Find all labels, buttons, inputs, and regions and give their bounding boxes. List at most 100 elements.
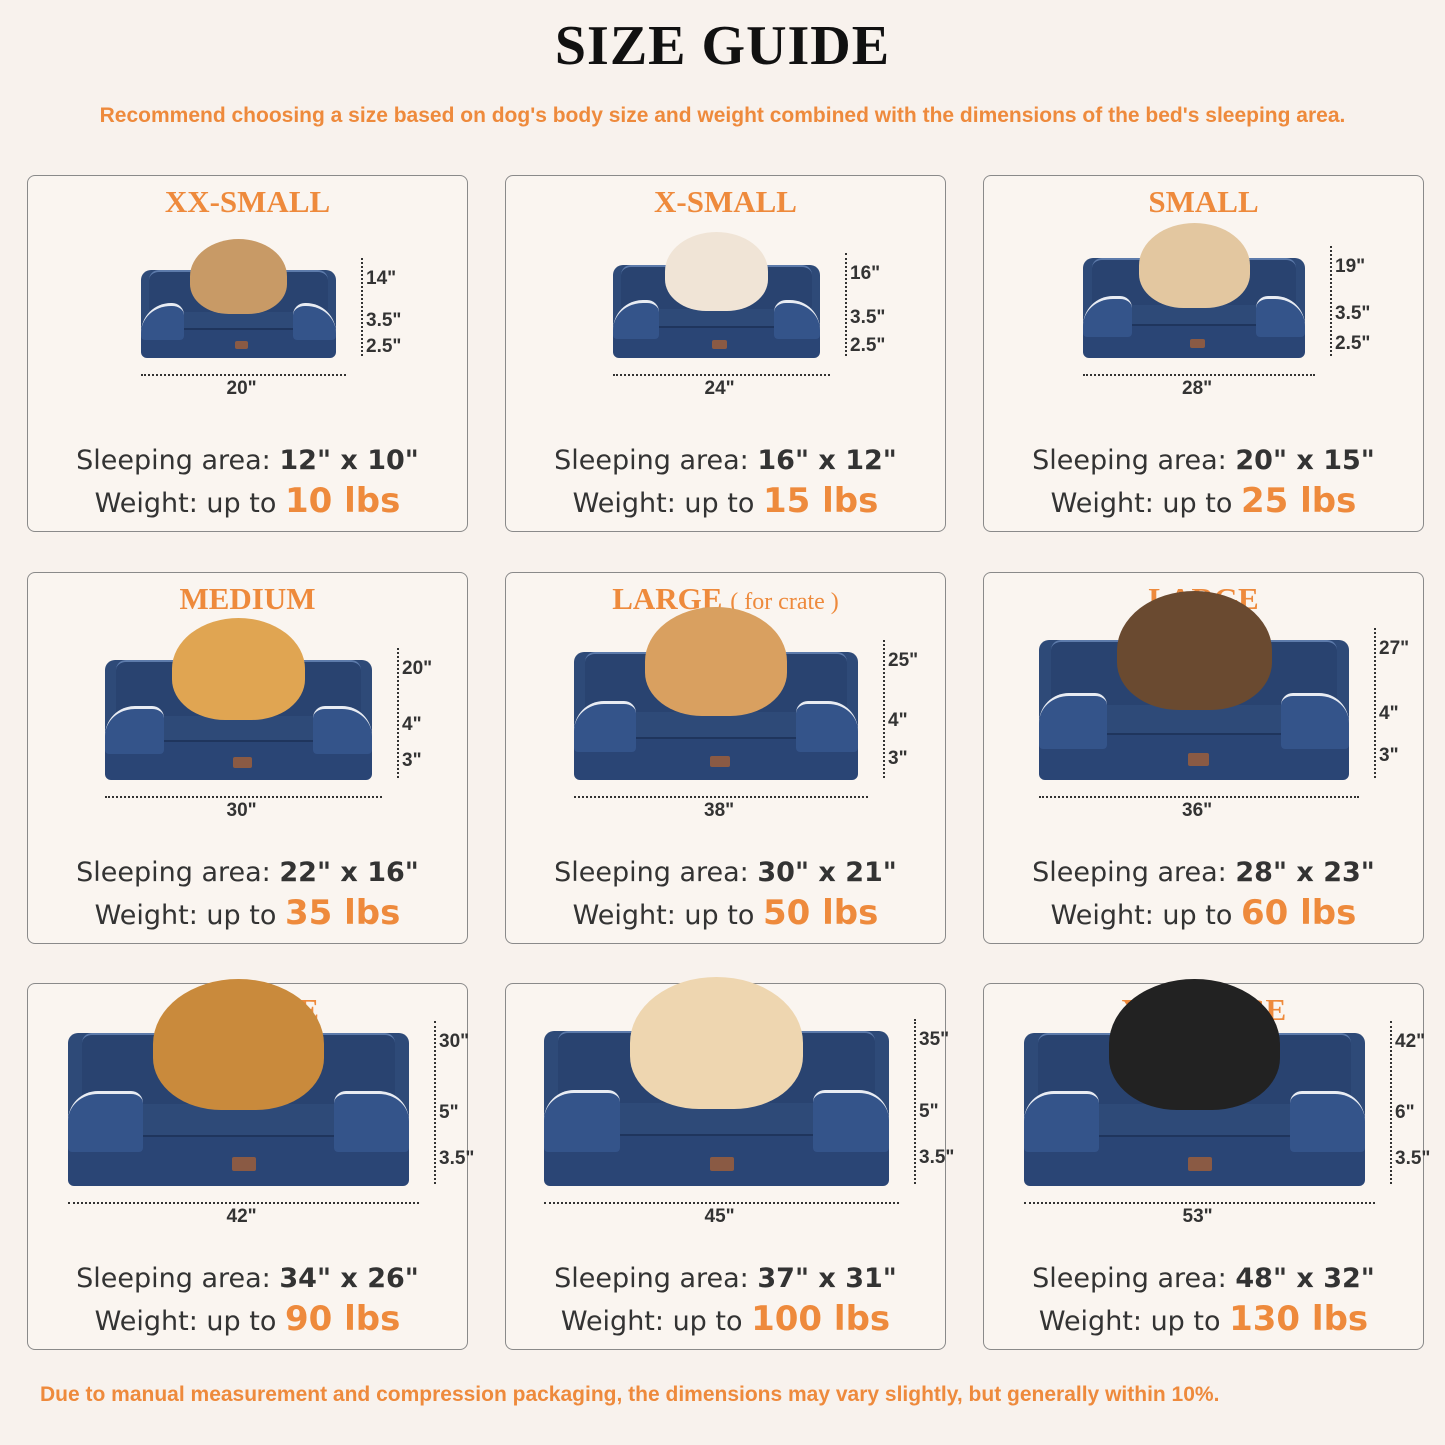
size-name: X-SMALL	[654, 184, 797, 219]
height-dimension-line	[397, 648, 399, 778]
size-name: SMALL	[1148, 184, 1259, 219]
depth-label: 30"	[439, 1031, 470, 1052]
size-card: MEDIUM 30" 20" 4" 3" Sleeping area: 22" …	[27, 572, 468, 944]
size-card: SMALL 28" 19" 3.5" 2.5" Sleeping area: 2…	[983, 175, 1424, 532]
brand-tag-icon	[233, 757, 252, 768]
depth-label: 20"	[402, 658, 433, 679]
bolster-height-label: 3.5"	[1335, 303, 1371, 324]
bolster-height-label: 5"	[919, 1100, 939, 1122]
height-dimension-line	[845, 253, 847, 356]
length-label: 20"	[226, 378, 257, 399]
length-label: 36"	[1182, 800, 1213, 821]
brand-tag-icon	[234, 341, 249, 350]
pet-labrador-image	[630, 976, 803, 1109]
bed-image	[544, 1031, 889, 1186]
length-label: 45"	[704, 1206, 735, 1227]
sleeping-area: Sleeping area: 37" x 31"	[554, 1263, 897, 1294]
bolster-height-label: 3.5"	[850, 306, 886, 328]
length-dimension-line	[1083, 374, 1315, 376]
page-title: SIZE GUIDE	[554, 15, 891, 77]
bolster-height-label: 3.5"	[366, 309, 402, 331]
weight-limit: Weight: up to 60 lbs	[1050, 893, 1357, 933]
base-height-label: 3.5"	[439, 1147, 475, 1169]
sleeping-area: Sleeping area: 16" x 12"	[554, 445, 897, 476]
height-dimension-line	[883, 640, 885, 778]
bolster-height-label: 4"	[402, 714, 422, 735]
bolster-height-label: 5"	[439, 1101, 459, 1123]
base-height-label: 2.5"	[1335, 333, 1371, 354]
pet-small-dog-image	[664, 232, 769, 312]
weight-limit: Weight: up to 90 lbs	[94, 1299, 401, 1339]
length-dimension-line	[1039, 796, 1359, 798]
height-dimension-line	[434, 1021, 436, 1184]
pet-rottweiler-image	[1109, 979, 1280, 1110]
length-dimension-line	[544, 1202, 899, 1204]
size-name: MEDIUM	[179, 581, 316, 616]
footer-note: Due to manual measurement and compressio…	[40, 1383, 1220, 1406]
length-dimension-line	[613, 374, 830, 376]
sleeping-area: Sleeping area: 48" x 32"	[1032, 1263, 1375, 1294]
brand-tag-icon	[231, 1156, 256, 1171]
size-card: LARGE ( for crate ) 38" 25" 4" 3" Sleepi…	[505, 572, 946, 944]
weight-limit: Weight: up to 25 lbs	[1050, 481, 1357, 521]
size-card: X-SMALL 24" 16" 3.5" 2.5" Sleeping area:…	[505, 175, 946, 532]
bolster-height-label: 6"	[1395, 1101, 1415, 1123]
brand-tag-icon	[1187, 1156, 1212, 1171]
pet-cat-image	[189, 239, 288, 314]
brand-tag-icon	[710, 755, 731, 768]
size-note: ( for crate )	[730, 589, 839, 615]
base-height-label: 2.5"	[850, 334, 886, 356]
weight-limit: Weight: up to 50 lbs	[572, 893, 879, 933]
base-height-label: 3"	[402, 750, 422, 771]
brand-tag-icon	[1189, 339, 1206, 348]
base-height-label: 2.5"	[366, 336, 402, 357]
brand-tag-icon	[1187, 753, 1210, 766]
height-dimension-line	[361, 258, 363, 356]
length-label: 24"	[704, 378, 735, 399]
depth-label: 35"	[919, 1029, 950, 1050]
weight-limit: Weight: up to 35 lbs	[94, 893, 401, 933]
base-height-label: 3"	[888, 748, 908, 769]
size-card: LARGE 36" 27" 4" 3" Sleeping area: 28" x…	[983, 572, 1424, 944]
bolster-height-label: 4"	[888, 709, 908, 731]
pet-golden-retriever-image	[153, 979, 324, 1110]
size-card: XX-SMALL 20" 14" 3.5" 2.5" Sleeping area…	[27, 175, 468, 532]
depth-label: 25"	[888, 650, 919, 671]
sleeping-area: Sleeping area: 20" x 15"	[1032, 445, 1375, 476]
sleeping-area: Sleeping area: 22" x 16"	[76, 857, 419, 888]
depth-label: 14"	[366, 268, 397, 289]
brand-tag-icon	[709, 1156, 734, 1171]
depth-label: 16"	[850, 263, 881, 284]
bolster-height-label: 4"	[1379, 703, 1399, 724]
size-card: XX-LARGE 53" 42" 6" 3.5" Sleeping area: …	[983, 979, 1430, 1350]
weight-limit: Weight: up to 10 lbs	[94, 481, 401, 521]
base-height-label: 3.5"	[919, 1147, 955, 1169]
length-dimension-line	[574, 796, 868, 798]
sleeping-area: Sleeping area: 28" x 23"	[1032, 857, 1375, 888]
height-dimension-line	[1330, 246, 1332, 356]
base-height-label: 3.5"	[1395, 1147, 1431, 1169]
pet-corgi-image	[171, 618, 306, 720]
sleeping-area: Sleeping area: 12" x 10"	[76, 445, 419, 476]
depth-label: 42"	[1395, 1031, 1426, 1052]
length-dimension-line	[105, 796, 382, 798]
weight-limit: Weight: up to 100 lbs	[560, 1299, 891, 1339]
sleeping-area: Sleeping area: 34" x 26"	[76, 1263, 419, 1294]
depth-label: 19"	[1335, 256, 1366, 277]
length-label: 42"	[226, 1206, 257, 1227]
depth-label: 27"	[1379, 638, 1410, 659]
size-name: XX-SMALL	[164, 184, 331, 219]
height-dimension-line	[914, 1019, 916, 1184]
base-height-label: 3"	[1379, 745, 1399, 766]
length-dimension-line	[1024, 1202, 1375, 1204]
bed-image	[105, 660, 372, 780]
size-card: JUMBO 45" 35" 5" 3.5" Sleeping area: 37"…	[505, 976, 954, 1350]
length-label: 53"	[1182, 1206, 1213, 1227]
pet-shiba-inu-image	[645, 607, 787, 716]
brand-tag-icon	[712, 340, 727, 349]
length-dimension-line	[68, 1202, 419, 1204]
length-label: 28"	[1182, 378, 1213, 399]
height-dimension-line	[1374, 628, 1376, 778]
pet-australian-shepherd-image	[1116, 591, 1272, 710]
pet-french-bulldog-image	[1138, 223, 1250, 308]
